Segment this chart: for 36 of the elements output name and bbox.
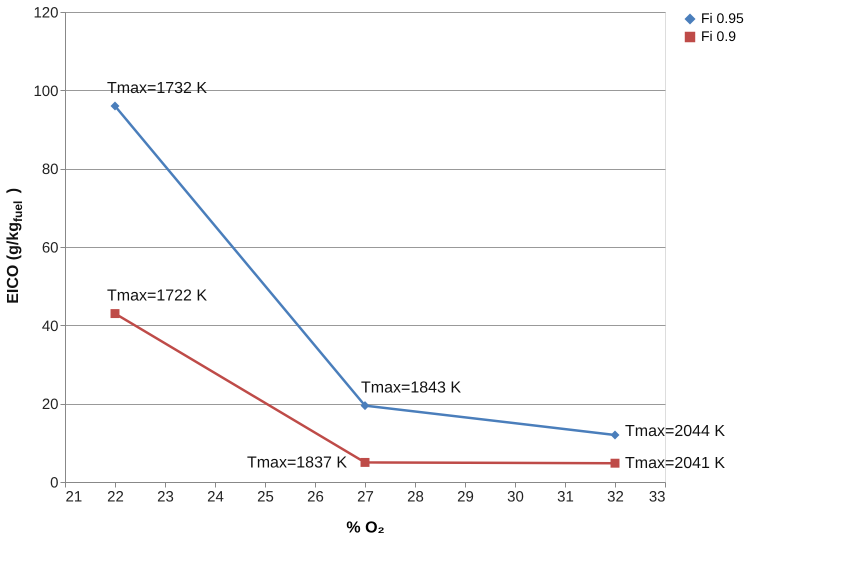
x-tick-label: 30 <box>507 488 524 506</box>
annotation: Tmax=1843 K <box>361 380 462 397</box>
point <box>360 458 370 467</box>
y-tick-label: 120 <box>33 4 58 22</box>
annotation: Tmax=2041 K <box>625 455 726 472</box>
x-tick-label: 23 <box>157 488 174 506</box>
legend-label: Fi 0.95 <box>701 10 744 26</box>
y-tick-label: 80 <box>42 161 58 178</box>
annotation: Tmax=1732 K <box>107 80 208 97</box>
x-tick-label: 29 <box>457 488 474 506</box>
annotation: Tmax=1722 K <box>107 288 208 305</box>
point <box>110 102 120 110</box>
x-tick-label: 26 <box>307 488 324 506</box>
point <box>610 430 620 440</box>
x-tick-label: 32 <box>607 488 624 506</box>
x-tick-label: 33 <box>648 488 666 506</box>
point <box>610 458 620 468</box>
point <box>360 401 370 410</box>
x-tick-label: 21 <box>66 488 82 506</box>
x-tick-label: 28 <box>407 488 424 506</box>
x-tick-label: 31 <box>557 488 574 506</box>
x-tick-label: 25 <box>257 488 274 506</box>
x-axis-title: % O₂ <box>346 520 385 536</box>
annotation: Tmax=2044 K <box>625 423 726 440</box>
y-axis-title: EICO (g/kgfuel) <box>5 188 25 304</box>
y-tick-label: 100 <box>33 82 58 100</box>
y-tick-label: 40 <box>42 318 58 335</box>
x-tick-label: 24 <box>207 488 224 506</box>
y-tick-label: 0 <box>50 474 58 492</box>
x-tick-label: 27 <box>357 488 374 506</box>
y-tick-label: 60 <box>42 240 58 256</box>
x-tick-label: 22 <box>107 488 124 506</box>
point <box>110 309 120 318</box>
annotation: Tmax=1837 K <box>246 454 348 472</box>
y-tick-label: 20 <box>42 396 58 414</box>
legend-label: Fi 0.9 <box>701 28 736 44</box>
